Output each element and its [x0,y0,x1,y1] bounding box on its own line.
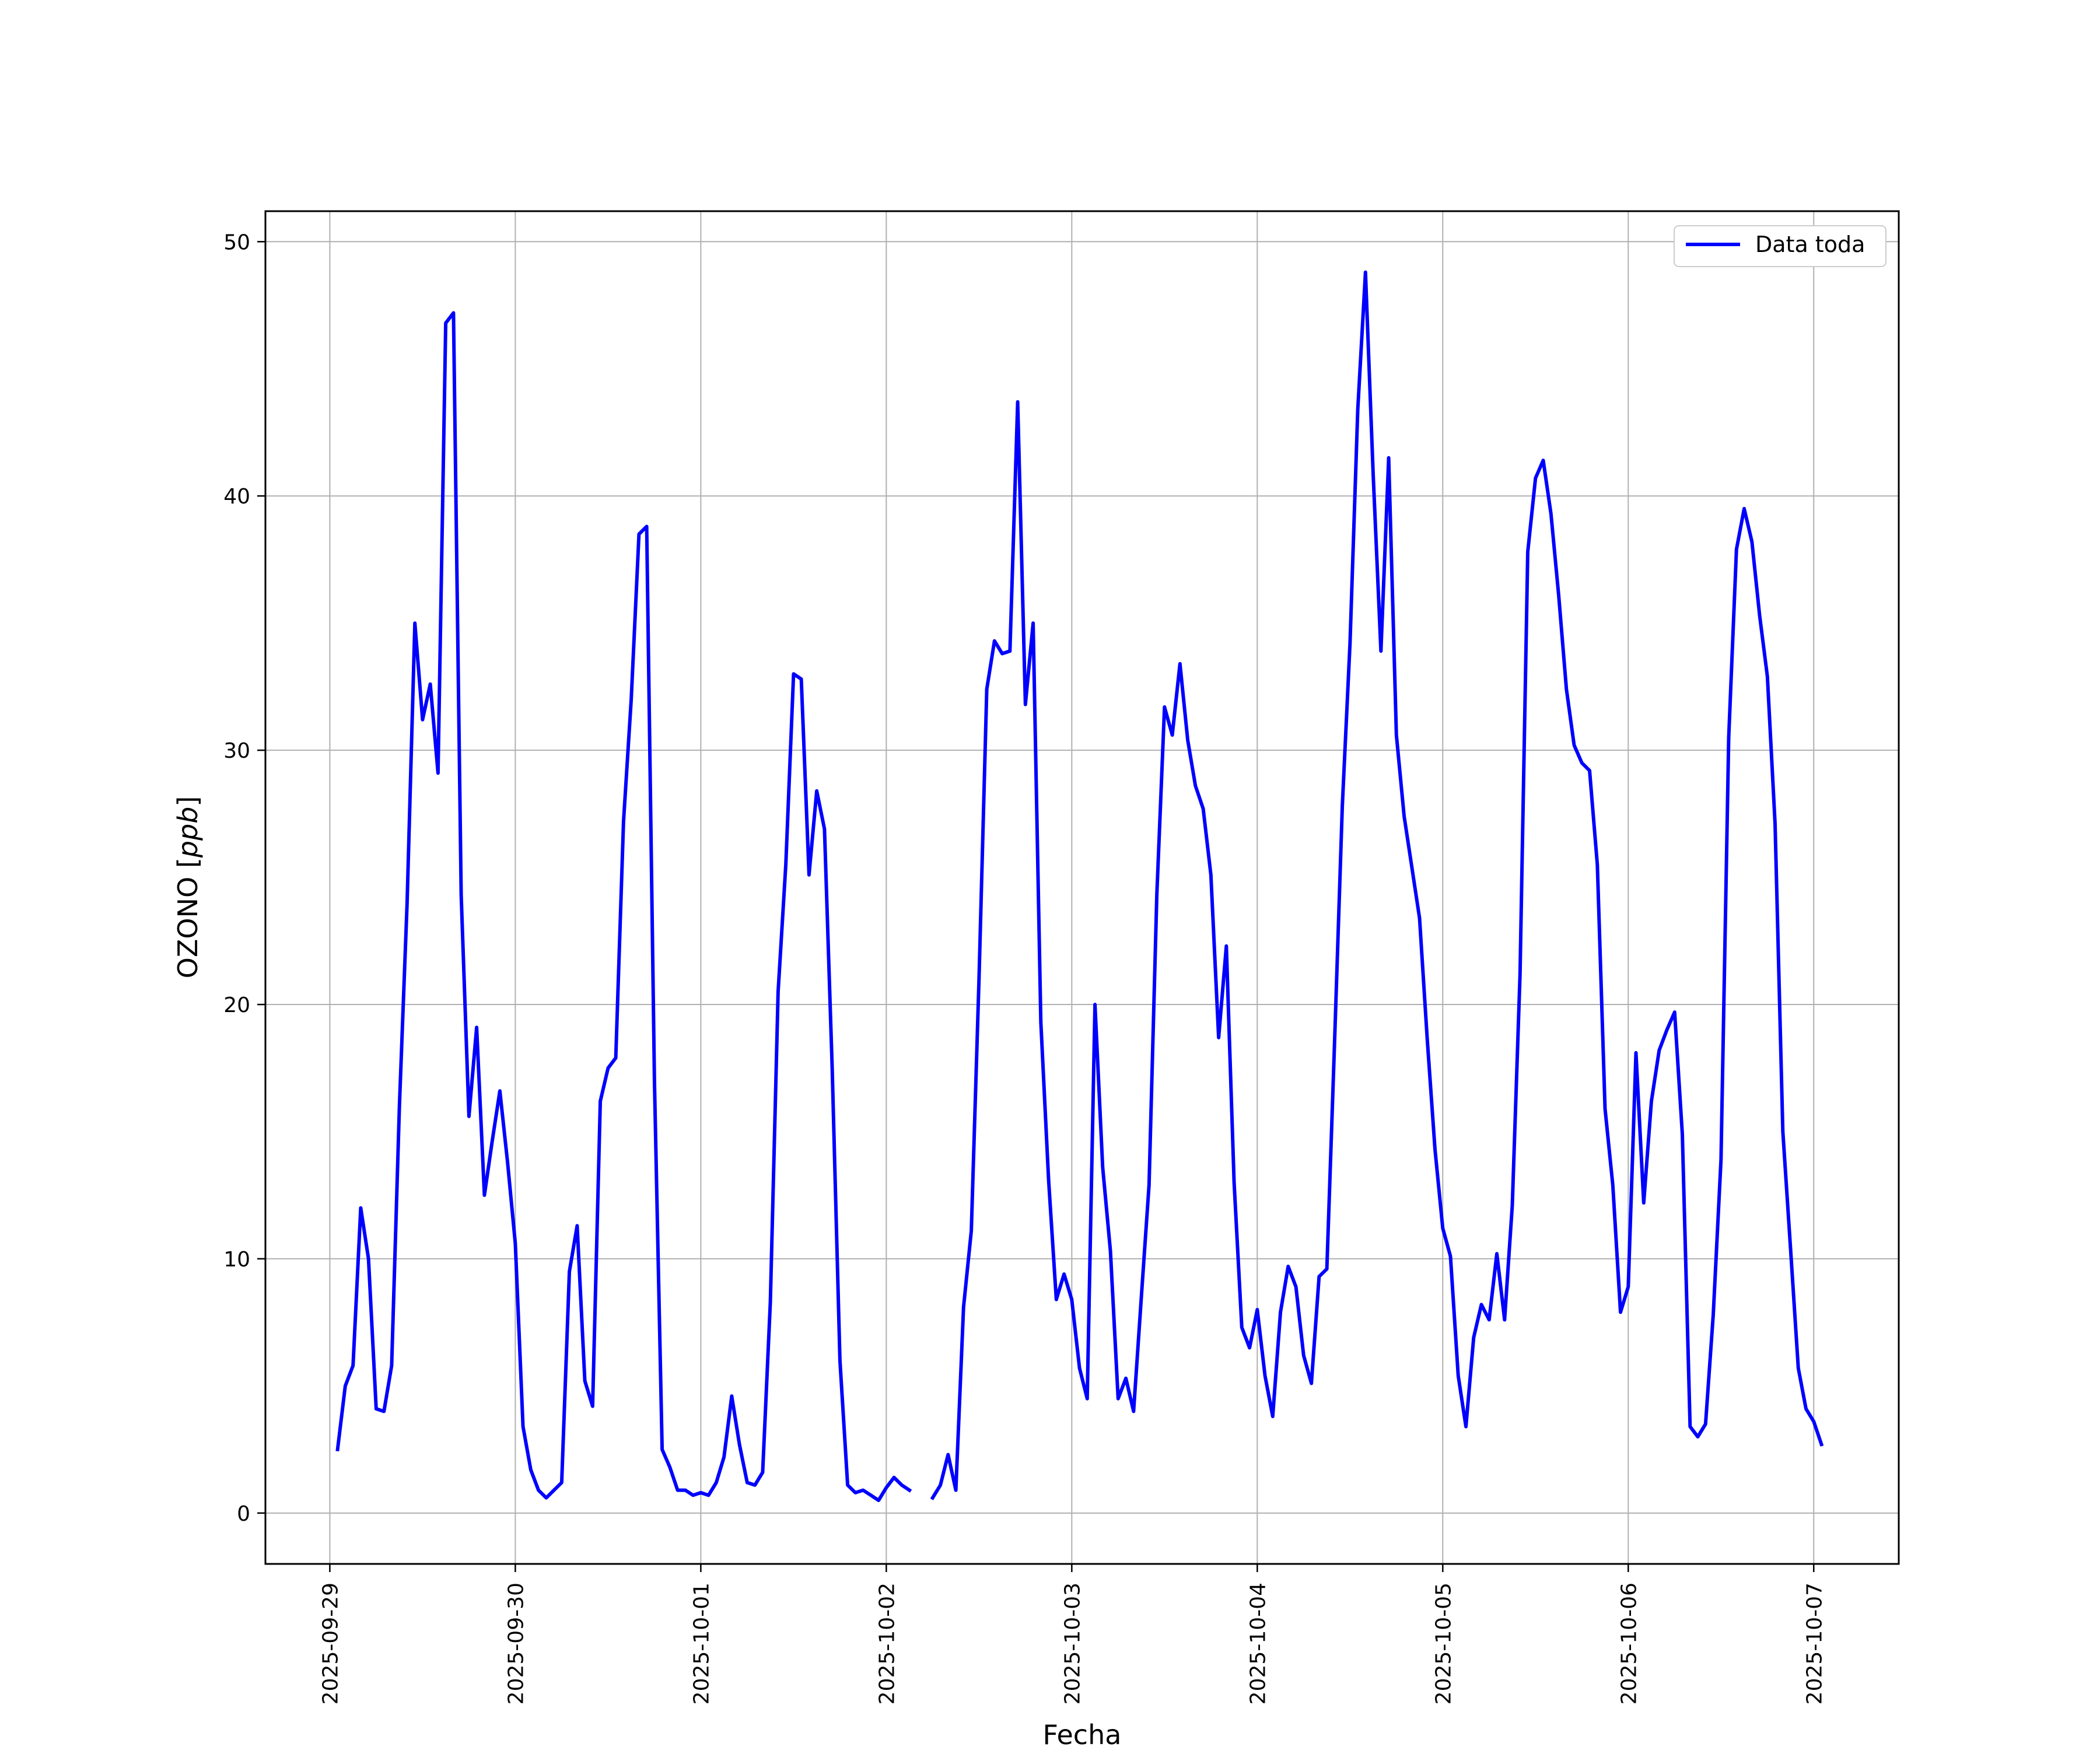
x-tick-label: 2025-10-06 [1617,1583,1641,1704]
y-axis-label-unit-close: ] [172,796,204,807]
y-axis-label-unit: ppb [172,807,204,859]
x-tick-label: 2025-10-01 [690,1583,713,1704]
y-tick-label: 40 [223,485,250,509]
y-axis-label: OZONO [ppb] [172,796,204,979]
y-tick-label: 50 [223,230,250,254]
y-axis-label-unit-open: [ [172,858,204,877]
legend-label: Data toda [1755,232,1865,257]
x-tick-label: 2025-09-29 [318,1583,342,1704]
x-tick-label: 2025-09-30 [504,1583,528,1704]
x-tick-label: 2025-10-07 [1803,1583,1826,1704]
y-axis-label-quantity: OZONO [172,877,204,979]
plot-frame [264,210,1900,1565]
y-tick-label: 20 [223,993,250,1017]
x-tick-label: 2025-10-05 [1432,1583,1455,1704]
series-layer [335,270,1824,1502]
legend: Data toda [1674,225,1887,267]
x-tick-label: 2025-10-02 [875,1583,899,1704]
x-tick-label: 2025-10-04 [1246,1583,1270,1704]
legend-box [1674,225,1887,267]
y-tick-label: 30 [223,739,250,763]
x-axis: 2025-09-29 2025-09-30 2025-10-01 2025-10-02… [318,1564,1826,1704]
y-axis: 0 10 20 30 40 50 [223,230,265,1526]
y-tick-label: 10 [223,1248,250,1272]
y-tick-label: 0 [237,1502,250,1526]
grid [265,211,1899,1564]
x-tick-label: 2025-10-03 [1060,1583,1084,1704]
series-line [335,270,1824,1502]
x-axis-label: Fecha [1043,1719,1122,1750]
